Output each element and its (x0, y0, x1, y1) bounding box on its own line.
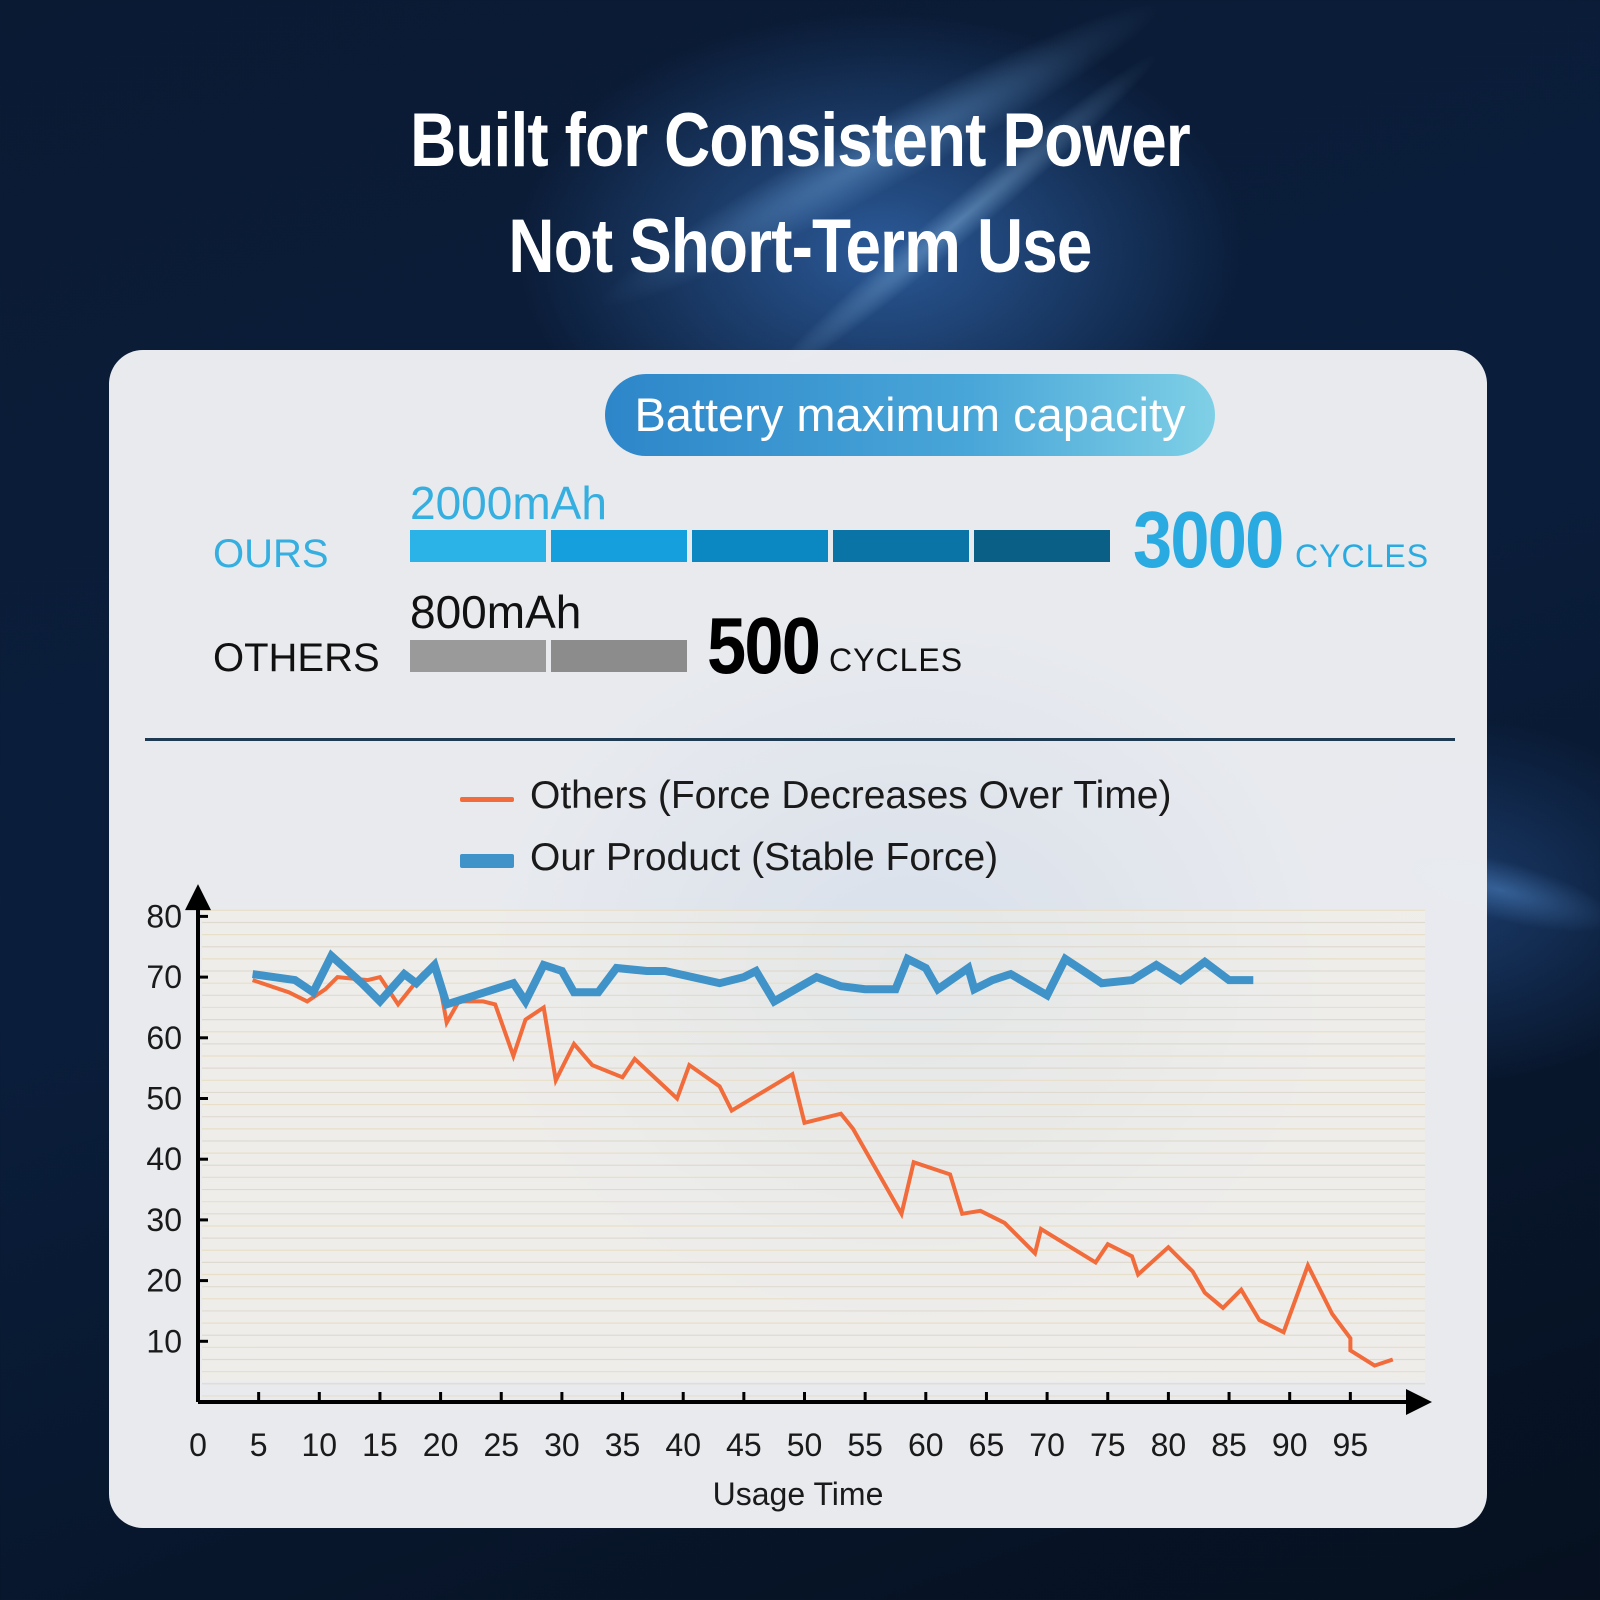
ours-cycles: 3000 (1133, 495, 1284, 584)
x-tick-label: 95 (1333, 1427, 1369, 1463)
y-axis-arrow (185, 884, 211, 911)
x-tick-label: 50 (787, 1427, 823, 1463)
y-tick-label: 40 (146, 1141, 182, 1177)
others-bar-segment (410, 640, 546, 672)
x-tick-label: 5 (250, 1427, 268, 1463)
grid-area (202, 910, 1425, 1382)
comparison-card: Battery maximum capacity OURS 2000mAh 30… (109, 350, 1487, 1528)
x-tick-label: 25 (483, 1427, 519, 1463)
x-axis-arrow (1406, 1389, 1432, 1415)
others-bar-segment (551, 640, 687, 672)
y-tick-label: 70 (146, 959, 182, 995)
legend-label-others: Others (Force Decreases Over Time) (530, 774, 1172, 817)
x-tick-label: 30 (544, 1427, 580, 1463)
ours-bar-segment (410, 530, 546, 562)
y-tick-label: 20 (146, 1263, 182, 1299)
x-tick-label: 85 (1211, 1427, 1247, 1463)
ours-bar-segment (551, 530, 687, 562)
y-tick-label: 80 (146, 898, 182, 934)
x-axis-title: Usage Time (713, 1476, 884, 1512)
x-tick-label: 15 (362, 1427, 398, 1463)
others-cycles-unit: CYCLES (829, 642, 964, 678)
y-tick-label: 30 (146, 1202, 182, 1238)
headline-line-2: Not Short-Term Use (508, 204, 1092, 289)
x-tick-label: 90 (1272, 1427, 1308, 1463)
x-tick-label: 55 (847, 1427, 883, 1463)
section-divider (145, 738, 1455, 741)
x-tick-label: 60 (908, 1427, 944, 1463)
x-tick-label: 80 (1151, 1427, 1187, 1463)
x-tick-label: 70 (1029, 1427, 1065, 1463)
y-tick-label: 10 (146, 1323, 182, 1359)
legend-label-ours: Our Product (Stable Force) (530, 836, 999, 879)
others-label: OTHERS (213, 636, 380, 680)
x-tick-label: 75 (1090, 1427, 1126, 1463)
ours-bar-segment (974, 530, 1110, 562)
ours-capacity: 2000mAh (410, 477, 607, 529)
headline-line-1: Built for Consistent Power (410, 98, 1191, 183)
x-tick-label: 10 (302, 1427, 338, 1463)
legend-swatch-ours (460, 854, 514, 868)
headline: Built for Consistent Power Not Short-Ter… (128, 88, 1472, 300)
ours-bar-segment (692, 530, 828, 562)
line-chart: 10 20 30 40 50 60 70 80 0 5 10 15 20 25 30 35 40 45 50 55 60… (146, 884, 1432, 1512)
y-tick-label: 50 (146, 1081, 182, 1117)
legend-swatch-others (460, 797, 514, 802)
x-tick-label: 0 (189, 1427, 207, 1463)
others-cycles: 500 (707, 601, 821, 690)
ours-cycles-unit: CYCLES (1295, 538, 1430, 574)
x-tick-label: 20 (423, 1427, 459, 1463)
x-tick-label: 45 (726, 1427, 762, 1463)
series-line-ours (252, 949, 1254, 1010)
others-capacity: 800mAh (410, 586, 582, 638)
ours-bar-segment (833, 530, 969, 562)
x-tick-label: 65 (969, 1427, 1005, 1463)
x-tick-label: 35 (605, 1427, 641, 1463)
ours-label: OURS (213, 532, 329, 576)
y-tick-label: 60 (146, 1020, 182, 1056)
x-tick-label: 40 (665, 1427, 701, 1463)
capacity-badge: Battery maximum capacity (605, 374, 1215, 456)
